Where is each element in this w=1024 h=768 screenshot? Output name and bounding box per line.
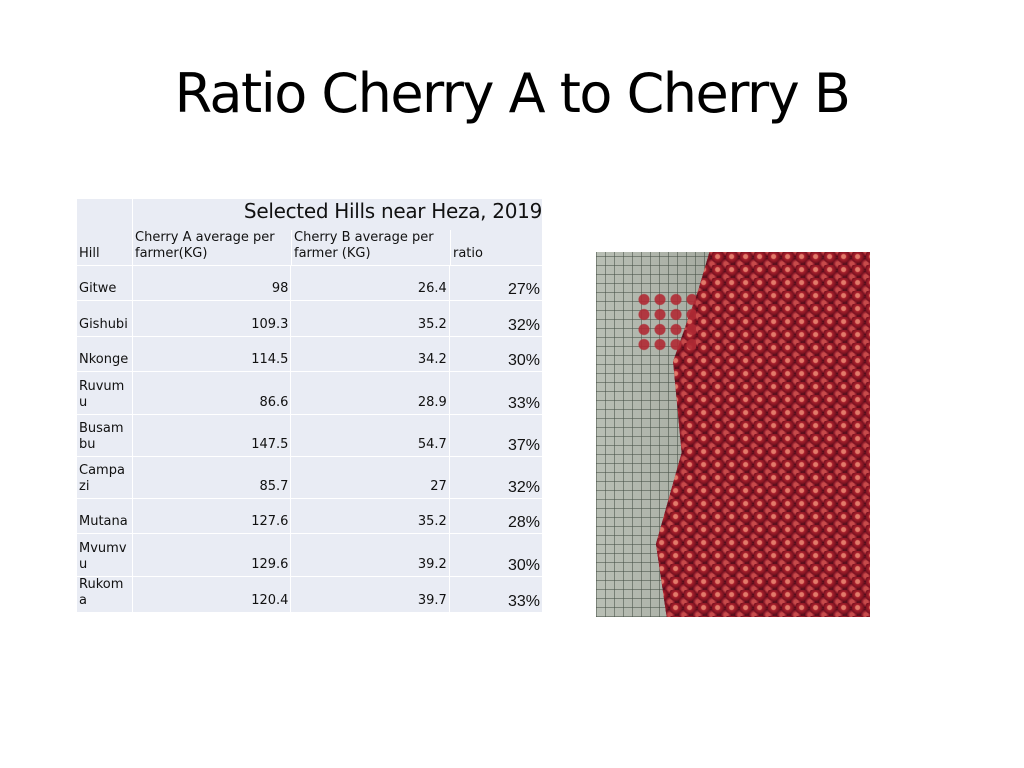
hill-cell: Gitwe [77,266,132,300]
ratio-cell: 32% [449,457,542,498]
cherry-b-cell: 28.9 [291,372,449,414]
table-row: Gitwe 98 26.4 27% [77,266,542,300]
cherry-b-cell: 39.7 [291,577,449,612]
cherry-a-cell: 127.6 [133,499,291,533]
cherry-b-cell: 27 [291,457,449,498]
cherry-b-cell: 34.2 [291,337,449,371]
ratio-cell: 33% [449,577,542,612]
cherry-a-cell: 86.6 [133,372,291,414]
hill-cell: Mvumvu [77,534,132,576]
slide-title: Ratio Cherry A to Cherry B [174,62,851,125]
cherry-b-cell: 35.2 [291,301,449,336]
coffee-cherries-photo [596,252,870,617]
table-row: Mvumvu 129.6 39.2 30% [77,534,542,576]
table-row: Ruvumu 86.6 28.9 33% [77,372,542,414]
hill-cell: Nkonge [77,337,132,371]
stray-cherries-image [636,292,696,352]
cherry-a-cell: 85.7 [133,457,291,498]
ratio-cell: 27% [449,266,542,300]
table-row: Nkonge 114.5 34.2 30% [77,337,542,371]
hill-cell: Ruvumu [77,372,132,414]
hill-cell: Gishubi [77,301,132,336]
table-row: Gishubi 109.3 35.2 32% [77,301,542,336]
table-row: Busambu 147.5 54.7 37% [77,415,542,456]
table-row: Campazi 85.7 27 32% [77,457,542,498]
ratio-cell: 37% [449,415,542,456]
header-row: Hill Selected Hills near Heza, 2019 Cher… [77,199,542,265]
cherry-a-cell: 120.4 [133,577,291,612]
cherry-a-cell: 98 [133,266,291,300]
header-cherry-a: Cherry A average per farmer(KG) [135,230,275,261]
cherry-b-cell: 26.4 [291,266,449,300]
hill-cell: Busambu [77,415,132,456]
ratio-cell: 30% [449,337,542,371]
table-row: Mutana 127.6 35.2 28% [77,499,542,533]
cherry-b-cell: 39.2 [291,534,449,576]
ratio-cell: 28% [449,499,542,533]
cherry-a-cell: 147.5 [133,415,291,456]
hill-cell: Mutana [77,499,132,533]
cherry-b-cell: 54.7 [291,415,449,456]
cherry-a-cell: 129.6 [133,534,291,576]
ratio-cell: 32% [449,301,542,336]
header-hill: Hill [77,199,132,265]
hills-table: Hill Selected Hills near Heza, 2019 Cher… [76,198,543,613]
hill-cell: Rukoma [77,577,132,612]
header-ratio: ratio [450,230,542,265]
ratio-cell: 30% [449,534,542,576]
header-group: Selected Hills near Heza, 2019 Cherry A … [133,199,542,265]
ratio-cell: 33% [449,372,542,414]
table-row: Rukoma 120.4 39.7 33% [77,577,542,612]
header-cherry-b: Cherry B average per farmer (KG) [291,230,450,265]
table-caption: Selected Hills near Heza, 2019 [243,199,542,223]
cherry-a-cell: 114.5 [133,337,291,371]
cherry-a-cell: 109.3 [133,301,291,336]
cherry-b-cell: 35.2 [291,499,449,533]
hill-cell: Campazi [77,457,132,498]
